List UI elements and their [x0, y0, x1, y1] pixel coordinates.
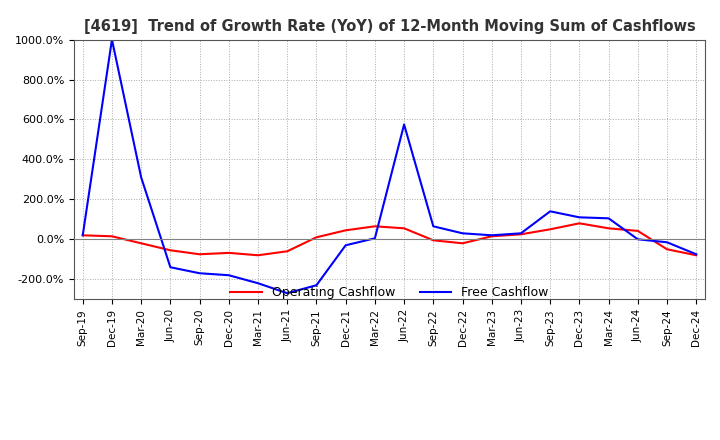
Free Cashflow — [400, 122, 408, 127]
Free Cashflow — [341, 242, 350, 248]
Free Cashflow — [458, 231, 467, 236]
Operating Cashflow — [166, 248, 175, 253]
Title: [4619]  Trend of Growth Rate (YoY) of 12-Month Moving Sum of Cashflows: [4619] Trend of Growth Rate (YoY) of 12-… — [84, 19, 696, 34]
Line: Operating Cashflow: Operating Cashflow — [83, 224, 696, 255]
Free Cashflow — [312, 282, 321, 288]
Free Cashflow — [546, 209, 554, 214]
Free Cashflow — [429, 224, 438, 229]
Line: Free Cashflow: Free Cashflow — [83, 40, 696, 293]
Operating Cashflow — [458, 241, 467, 246]
Legend: Operating Cashflow, Free Cashflow: Operating Cashflow, Free Cashflow — [225, 282, 554, 304]
Operating Cashflow — [575, 221, 584, 226]
Free Cashflow — [78, 233, 87, 238]
Operating Cashflow — [195, 252, 204, 257]
Operating Cashflow — [517, 231, 526, 237]
Operating Cashflow — [225, 250, 233, 256]
Operating Cashflow — [78, 233, 87, 238]
Free Cashflow — [604, 216, 613, 221]
Free Cashflow — [195, 271, 204, 276]
Free Cashflow — [107, 37, 116, 42]
Operating Cashflow — [371, 224, 379, 229]
Free Cashflow — [487, 233, 496, 238]
Operating Cashflow — [253, 253, 262, 258]
Free Cashflow — [575, 215, 584, 220]
Operating Cashflow — [137, 241, 145, 246]
Operating Cashflow — [487, 234, 496, 239]
Operating Cashflow — [341, 227, 350, 233]
Operating Cashflow — [429, 238, 438, 243]
Free Cashflow — [166, 264, 175, 270]
Free Cashflow — [371, 236, 379, 241]
Free Cashflow — [517, 231, 526, 236]
Operating Cashflow — [546, 227, 554, 232]
Operating Cashflow — [692, 253, 701, 258]
Operating Cashflow — [634, 228, 642, 234]
Operating Cashflow — [662, 247, 671, 252]
Free Cashflow — [634, 237, 642, 242]
Free Cashflow — [137, 175, 145, 180]
Free Cashflow — [283, 290, 292, 296]
Free Cashflow — [225, 273, 233, 278]
Free Cashflow — [662, 240, 671, 245]
Operating Cashflow — [312, 235, 321, 240]
Operating Cashflow — [107, 234, 116, 239]
Free Cashflow — [692, 252, 701, 257]
Operating Cashflow — [283, 249, 292, 254]
Operating Cashflow — [604, 226, 613, 231]
Operating Cashflow — [400, 226, 408, 231]
Free Cashflow — [253, 281, 262, 286]
